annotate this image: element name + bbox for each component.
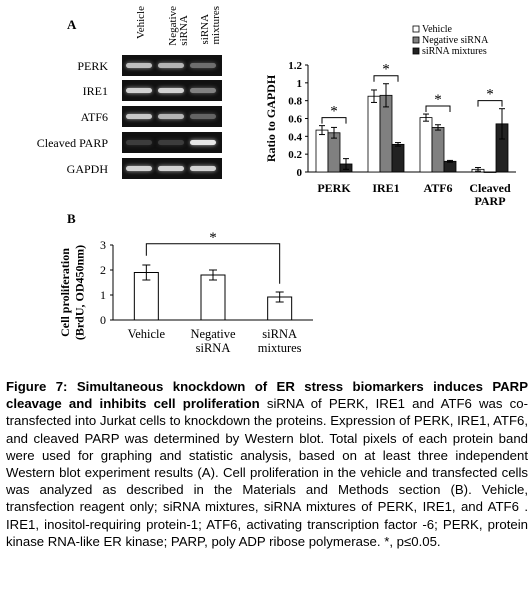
blot-lane-label: Negative siRNA — [167, 6, 190, 46]
bar — [367, 95, 381, 173]
y-axis-title: Ratio to GAPDH — [264, 74, 278, 162]
significance-bracket — [321, 117, 347, 124]
blot-row-label: Cleaved PARP — [36, 136, 108, 150]
bar — [200, 274, 226, 321]
chart-a: 0 0.2 0.4 0.6 0.8 1 1.2 Ratio to GAPDH * PERK * IRE… — [264, 24, 516, 208]
blot-band — [190, 114, 216, 119]
blot-band — [190, 140, 216, 145]
blot-band — [126, 140, 152, 145]
blot-band — [190, 88, 216, 93]
x-tick-label: siRNA mixtures — [258, 327, 302, 355]
significance-bracket — [145, 243, 281, 284]
y-tick-label: 1 — [297, 78, 303, 90]
significance-bracket — [425, 105, 451, 113]
y-tick-label: 0.4 — [288, 131, 302, 143]
blot-band — [158, 63, 184, 68]
legend-label: Vehicle — [422, 24, 453, 35]
figure-caption-body: siRNA of PERK, IRE1 and ATF6 was co-tran… — [6, 396, 528, 549]
legend-swatch — [412, 25, 420, 33]
significance-bracket — [477, 100, 503, 107]
bar — [391, 143, 405, 173]
x-tick-label: PERK — [317, 181, 351, 195]
figure-caption: Figure 7: Simultaneous knockdown of ER s… — [6, 378, 528, 550]
blot-row-label: PERK — [77, 59, 108, 73]
y-tick-label: 1 — [100, 288, 106, 302]
bar — [419, 117, 433, 173]
bar — [327, 132, 341, 173]
x-tick-label: Negative siRNA — [190, 327, 236, 355]
bar — [315, 129, 329, 173]
blot-band — [190, 63, 216, 68]
blot-band — [126, 63, 152, 68]
legend-label: Negative siRNA — [422, 35, 489, 46]
y-tick-label: 3 — [100, 238, 106, 252]
significance-marker: * — [382, 62, 390, 78]
x-tick-label: IRE1 — [372, 181, 399, 195]
blot-band — [158, 140, 184, 145]
x-tick-label: ATF6 — [423, 181, 452, 195]
y-tick-label: 0.8 — [288, 96, 302, 108]
panel-a-label: A — [67, 17, 77, 32]
y-tick-label: 0 — [297, 167, 303, 179]
blot-row-label: IRE1 — [82, 84, 108, 98]
y-tick-label: 1.2 — [288, 60, 302, 72]
significance-marker: * — [330, 104, 338, 120]
x-tick-label: Vehicle — [128, 327, 166, 341]
blot-band — [126, 114, 152, 119]
blot-band — [158, 166, 184, 171]
blot-row-label: GAPDH — [66, 162, 108, 176]
blot-strip — [122, 55, 222, 76]
significance-bracket — [373, 75, 399, 82]
blot-band — [158, 88, 184, 93]
significance-marker: * — [486, 87, 494, 103]
blot-band — [126, 88, 152, 93]
legend-swatch — [412, 36, 420, 44]
blot-lane-label: siRNA mixtures — [199, 6, 222, 45]
bar — [483, 171, 497, 173]
blot-row-label: ATF6 — [80, 110, 108, 124]
legend-label: siRNA mixtures — [422, 46, 487, 57]
legend-swatch — [412, 47, 420, 55]
significance-marker: * — [434, 92, 442, 108]
blot-strip — [122, 158, 222, 179]
chart-b: 0 1 2 3 Cell proliferation(BrdU, OD450nm) Veh… — [58, 230, 313, 355]
bar — [443, 160, 457, 173]
y-tick-label: 0.2 — [288, 149, 302, 161]
y-tick-label: 0 — [100, 313, 106, 327]
y-tick-label: 0.6 — [288, 114, 302, 126]
blot-strip — [122, 80, 222, 101]
figure-caption-title: Figure 7: Simultaneous knockdown of ER s… — [6, 379, 528, 412]
bar — [431, 127, 445, 173]
blot-strip — [122, 132, 222, 153]
blot-band — [126, 166, 152, 171]
panel-b-label: B — [67, 211, 76, 226]
blot-strip — [122, 106, 222, 127]
x-tick-label: Cleaved PARP — [469, 181, 511, 208]
blot-band — [158, 114, 184, 119]
y-tick-label: 2 — [100, 263, 106, 277]
significance-marker: * — [209, 230, 217, 246]
blot-lane-label: Vehicle — [135, 6, 147, 39]
y-axis-title: Cell proliferation(BrdU, OD450nm) — [58, 245, 86, 340]
blot-band — [190, 166, 216, 171]
